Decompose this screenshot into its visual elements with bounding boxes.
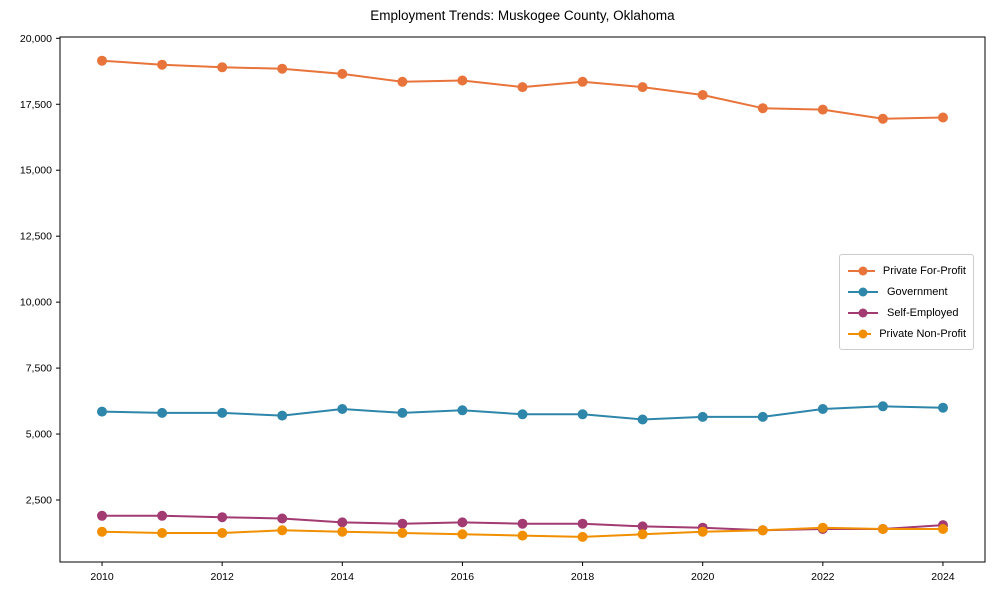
data-point: [877, 113, 888, 124]
data-point: [217, 62, 228, 73]
data-point: [157, 59, 168, 70]
y-tick-label: 2,500: [26, 495, 52, 507]
y-tick-label: 10,000: [20, 297, 52, 309]
data-point: [397, 407, 408, 418]
data-point: [457, 517, 468, 528]
data-point: [757, 411, 768, 422]
data-point: [517, 409, 528, 420]
data-point: [817, 104, 828, 115]
legend-item-government: Government: [847, 281, 966, 302]
data-point: [277, 410, 288, 421]
legend-line-marker-icon: [848, 287, 878, 296]
data-point: [877, 524, 888, 534]
y-tick-label: 20,000: [20, 33, 52, 45]
data-point: [637, 529, 648, 540]
x-tick-label: 2016: [451, 571, 475, 583]
data-point: [938, 112, 948, 123]
data-point: [157, 407, 168, 418]
data-point: [217, 512, 228, 523]
chart-title: Employment Trends: Muskogee County, Okla…: [370, 8, 675, 23]
legend-label: Private Non-Profit: [879, 327, 966, 340]
data-point: [457, 405, 468, 416]
y-tick-label: 12,500: [20, 231, 52, 243]
data-point: [457, 529, 468, 540]
y-tick-label: 7,500: [26, 363, 52, 375]
data-point: [397, 518, 408, 529]
legend-item-private-non-profit: Private Non-Profit: [847, 323, 966, 344]
x-tick-label: 2012: [210, 571, 234, 583]
data-point: [217, 528, 228, 538]
data-point: [817, 404, 828, 414]
data-point: [877, 401, 888, 412]
data-point: [97, 55, 107, 66]
data-point: [277, 63, 288, 74]
data-point: [157, 528, 168, 538]
data-point: [577, 531, 588, 542]
data-point: [277, 525, 288, 536]
data-point: [457, 75, 468, 86]
data-point: [337, 404, 348, 414]
y-tick-label: 15,000: [20, 165, 52, 177]
data-point: [97, 510, 107, 521]
data-point: [397, 528, 408, 538]
data-point: [577, 409, 588, 420]
x-tick-label: 2010: [90, 571, 114, 583]
x-tick-label: 2020: [691, 571, 715, 583]
x-tick-label: 2014: [331, 571, 355, 583]
data-point: [277, 513, 288, 524]
legend-label: Self-Employed: [887, 306, 959, 319]
data-point: [337, 526, 348, 537]
data-point: [337, 517, 348, 528]
data-point: [697, 90, 708, 100]
data-point: [577, 518, 588, 529]
series-government: [97, 401, 948, 425]
data-point: [157, 510, 168, 521]
data-point: [637, 521, 648, 532]
data-point: [337, 68, 348, 79]
legend-item-self-employed: Self-Employed: [847, 302, 966, 323]
legend-label: Government: [887, 285, 948, 298]
data-point: [757, 525, 768, 536]
data-point: [817, 522, 828, 533]
legend-line-marker-icon: [848, 308, 878, 317]
data-point: [697, 411, 708, 422]
data-point: [938, 524, 948, 534]
legend-label: Private For-Profit: [882, 264, 966, 277]
data-point: [217, 407, 228, 418]
series-private-non-profit: [97, 522, 948, 542]
data-point: [637, 414, 648, 425]
x-tick-label: 2022: [811, 571, 835, 583]
x-tick-label: 2018: [571, 571, 595, 583]
data-point: [757, 103, 768, 114]
data-point: [97, 406, 107, 417]
legend-line-marker-icon: [848, 329, 872, 338]
data-point: [397, 76, 408, 87]
data-point: [517, 82, 528, 93]
data-point: [938, 402, 948, 413]
data-point: [517, 518, 528, 529]
y-tick-label: 5,000: [26, 429, 52, 441]
x-tick-label: 2024: [931, 571, 955, 583]
data-point: [517, 530, 528, 541]
data-point: [697, 526, 708, 537]
series-private-for-profit: [97, 55, 948, 124]
legend-item-private-for-profit: Private For-Profit: [847, 260, 966, 281]
data-point: [97, 526, 107, 537]
data-point: [637, 82, 648, 93]
plot-frame: [59, 36, 986, 563]
legend-line-marker-icon: [848, 266, 875, 275]
data-point: [577, 76, 588, 87]
y-tick-label: 17,500: [20, 99, 52, 111]
legend: Private For-Profit Government Self-Employe…: [839, 254, 974, 350]
